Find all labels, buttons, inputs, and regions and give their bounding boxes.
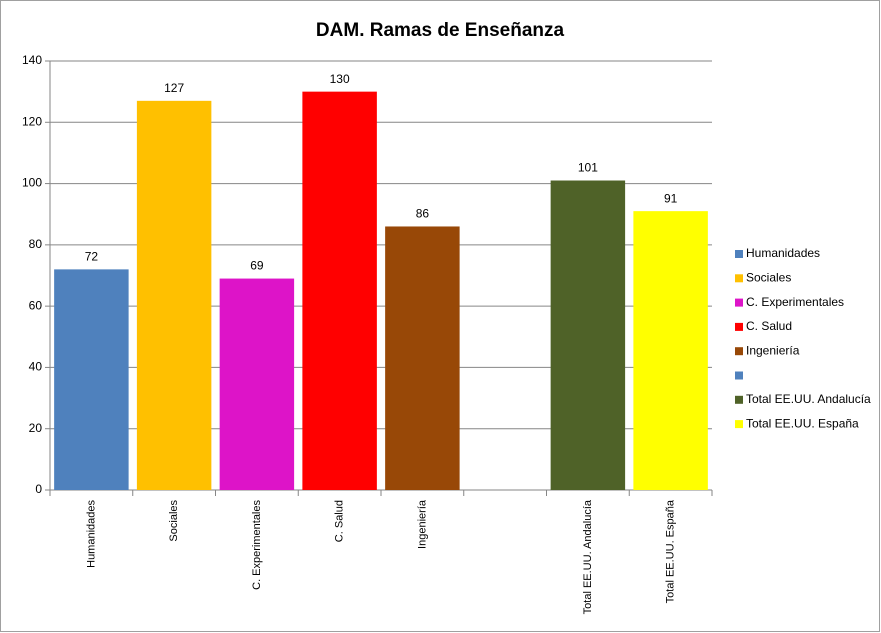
- bar: [385, 226, 460, 490]
- legend-label: C. Salud: [746, 319, 792, 333]
- chart-title: DAM. Ramas de Enseñanza: [316, 20, 565, 41]
- x-tick-label: Humanidades: [85, 500, 97, 568]
- x-tick-label: Ingeniería: [416, 499, 428, 549]
- bar: [302, 91, 377, 491]
- x-tick-label: C. Experimentales: [251, 500, 263, 590]
- data-label: 69: [250, 259, 264, 273]
- x-tick-label: C. Salud: [334, 500, 346, 542]
- legend-label: Ingeniería: [746, 343, 800, 357]
- bar: [219, 278, 295, 490]
- legend-label: Humanidades: [746, 246, 820, 260]
- legend-label: Total EE.UU. España: [746, 416, 859, 430]
- y-tick-label: 80: [29, 237, 43, 251]
- legend-label: C. Experimentales: [746, 295, 844, 309]
- legend-swatch: [735, 274, 743, 283]
- data-label: 72: [85, 250, 99, 264]
- bar: [54, 269, 129, 490]
- legend-label: Sociales: [746, 270, 791, 284]
- x-tick-label: Total EE.UU. Andalucía: [582, 499, 594, 614]
- legend-swatch: [735, 250, 743, 258]
- data-label: 127: [164, 81, 184, 95]
- y-tick-label: 60: [29, 298, 43, 312]
- bar: [633, 211, 708, 490]
- data-label: 130: [330, 72, 350, 86]
- data-label: 86: [416, 207, 430, 221]
- x-tick-label: Sociales: [168, 500, 180, 542]
- legend-swatch: [735, 420, 743, 429]
- y-tick-label: 140: [22, 53, 42, 67]
- legend-swatch: [735, 347, 743, 356]
- legend-swatch: [735, 371, 743, 380]
- legend-swatch: [735, 395, 743, 404]
- y-tick-label: 120: [22, 114, 42, 128]
- data-label: 91: [664, 191, 678, 205]
- y-tick-label: 20: [29, 421, 43, 435]
- legend-swatch: [735, 298, 743, 307]
- bar: [550, 180, 626, 490]
- legend-swatch: [735, 322, 743, 331]
- x-tick-label: Total EE.UU. España: [665, 499, 677, 603]
- y-tick-label: 40: [29, 360, 43, 374]
- y-tick-label: 0: [35, 482, 42, 496]
- data-label: 101: [578, 161, 598, 175]
- bar: [136, 100, 212, 490]
- legend-label: Total EE.UU. Andalucía: [746, 392, 871, 406]
- y-tick-label: 100: [22, 176, 42, 190]
